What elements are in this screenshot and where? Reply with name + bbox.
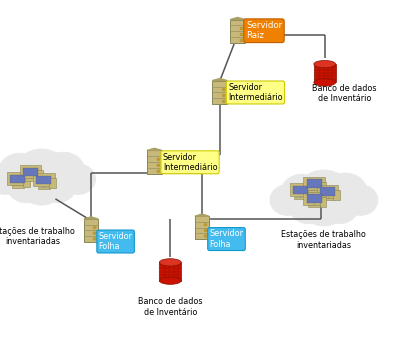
- Circle shape: [223, 88, 225, 91]
- Text: Servidor
Raiz: Servidor Raiz: [246, 21, 282, 40]
- Circle shape: [93, 227, 96, 229]
- FancyBboxPatch shape: [212, 81, 227, 104]
- Circle shape: [289, 190, 327, 224]
- FancyBboxPatch shape: [25, 178, 37, 181]
- Text: Estações de trabalho
inventariadas: Estações de trabalho inventariadas: [282, 230, 366, 250]
- Polygon shape: [147, 148, 162, 150]
- Circle shape: [240, 39, 243, 42]
- Circle shape: [240, 34, 243, 36]
- Ellipse shape: [159, 259, 181, 266]
- FancyBboxPatch shape: [303, 192, 325, 205]
- FancyBboxPatch shape: [33, 173, 55, 186]
- Text: Servidor
Intermediário: Servidor Intermediário: [228, 83, 283, 102]
- FancyBboxPatch shape: [289, 183, 311, 196]
- Circle shape: [157, 164, 160, 166]
- FancyBboxPatch shape: [12, 185, 24, 188]
- Circle shape: [17, 162, 66, 205]
- Text: Banco de dados
de Inventário: Banco de dados de Inventário: [138, 297, 202, 317]
- FancyBboxPatch shape: [50, 178, 56, 188]
- Circle shape: [0, 164, 23, 194]
- FancyBboxPatch shape: [195, 216, 209, 239]
- FancyBboxPatch shape: [38, 186, 50, 189]
- FancyBboxPatch shape: [307, 179, 322, 187]
- Polygon shape: [84, 217, 98, 219]
- FancyBboxPatch shape: [293, 186, 308, 194]
- Ellipse shape: [314, 60, 335, 68]
- Text: Servidor
Folha: Servidor Folha: [209, 229, 244, 249]
- FancyBboxPatch shape: [306, 188, 312, 199]
- FancyBboxPatch shape: [23, 177, 30, 187]
- FancyBboxPatch shape: [333, 190, 340, 200]
- Circle shape: [204, 229, 207, 231]
- Circle shape: [204, 224, 207, 226]
- Circle shape: [320, 190, 359, 224]
- Circle shape: [270, 185, 305, 215]
- Circle shape: [299, 183, 348, 226]
- FancyBboxPatch shape: [159, 262, 181, 281]
- Text: Estações de trabalho
inventariadas: Estações de trabalho inventariadas: [0, 227, 75, 246]
- FancyBboxPatch shape: [7, 172, 29, 185]
- Circle shape: [38, 169, 76, 203]
- FancyBboxPatch shape: [36, 176, 51, 184]
- FancyBboxPatch shape: [20, 165, 42, 178]
- Circle shape: [93, 238, 96, 240]
- Circle shape: [7, 169, 45, 203]
- FancyBboxPatch shape: [10, 174, 25, 183]
- Text: Banco de dados
de Inventário: Banco de dados de Inventário: [312, 84, 377, 103]
- FancyBboxPatch shape: [294, 196, 306, 199]
- Circle shape: [42, 152, 85, 191]
- FancyBboxPatch shape: [23, 168, 38, 176]
- FancyBboxPatch shape: [84, 219, 98, 242]
- Circle shape: [14, 149, 69, 198]
- Text: Servidor
Intermediário: Servidor Intermediário: [163, 153, 217, 172]
- Circle shape: [204, 235, 207, 237]
- FancyBboxPatch shape: [320, 182, 326, 192]
- FancyBboxPatch shape: [314, 64, 336, 82]
- FancyBboxPatch shape: [320, 197, 326, 207]
- FancyBboxPatch shape: [320, 187, 335, 195]
- FancyBboxPatch shape: [308, 205, 320, 207]
- Circle shape: [61, 164, 95, 194]
- Circle shape: [157, 170, 160, 172]
- Text: Servidor
Folha: Servidor Folha: [99, 232, 133, 251]
- FancyBboxPatch shape: [317, 185, 339, 198]
- FancyBboxPatch shape: [307, 194, 322, 202]
- Ellipse shape: [159, 277, 181, 284]
- Circle shape: [343, 185, 378, 215]
- FancyBboxPatch shape: [322, 198, 334, 200]
- FancyBboxPatch shape: [147, 150, 162, 174]
- Circle shape: [93, 232, 96, 234]
- Circle shape: [324, 173, 367, 211]
- Circle shape: [223, 101, 225, 103]
- Ellipse shape: [314, 79, 335, 86]
- Circle shape: [0, 153, 42, 192]
- Circle shape: [223, 95, 225, 97]
- Circle shape: [296, 170, 352, 219]
- Polygon shape: [195, 214, 209, 216]
- FancyBboxPatch shape: [230, 20, 245, 43]
- Polygon shape: [212, 79, 227, 81]
- Circle shape: [157, 158, 160, 161]
- FancyBboxPatch shape: [303, 177, 325, 190]
- FancyBboxPatch shape: [36, 170, 43, 180]
- Circle shape: [280, 174, 324, 213]
- Polygon shape: [230, 17, 245, 20]
- Circle shape: [240, 28, 243, 30]
- FancyBboxPatch shape: [308, 190, 320, 192]
